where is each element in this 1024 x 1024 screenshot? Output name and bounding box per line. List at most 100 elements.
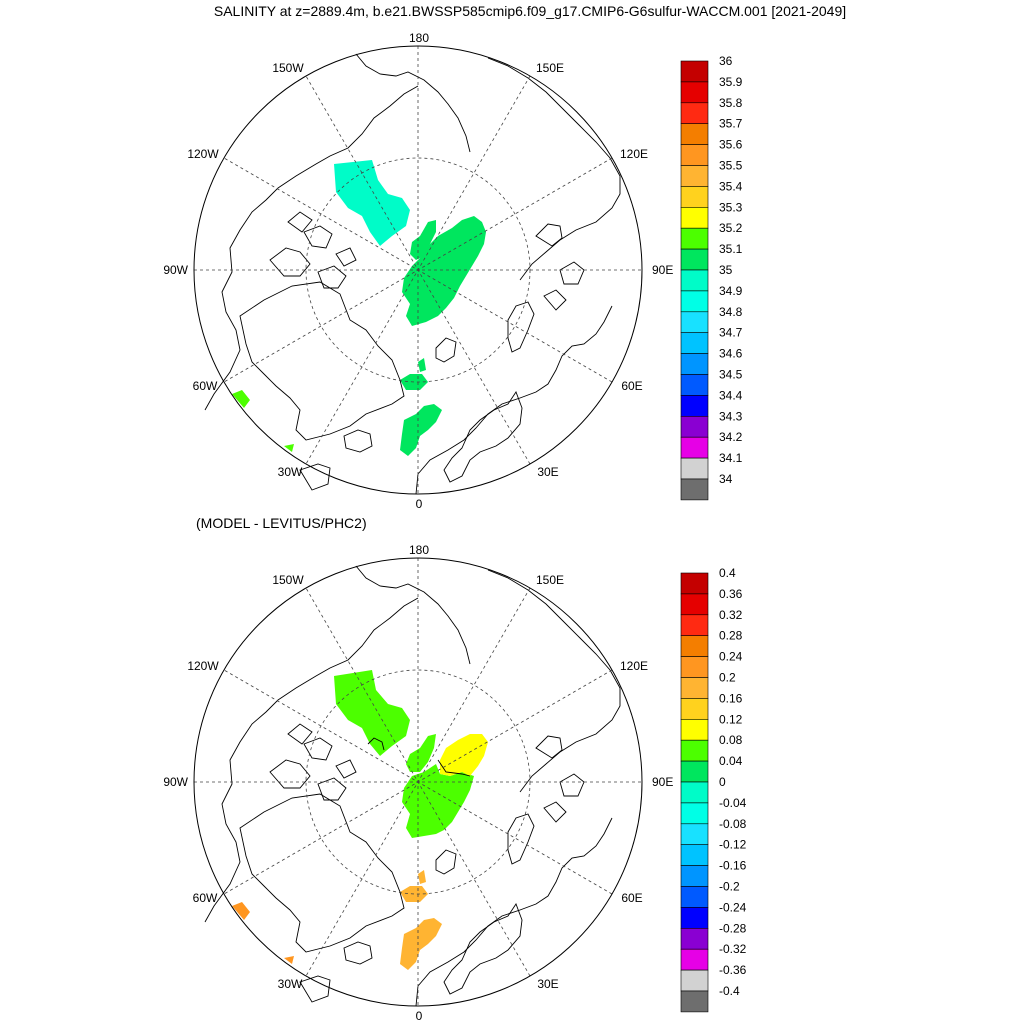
bottom-colorbar-tick-label: -0.16 (719, 859, 747, 873)
bottom-colorbar-tick-label: -0.12 (719, 838, 747, 852)
bottom-colorbar-tick-label: 0 (719, 775, 726, 789)
bottom-colorbar-swatch (680, 593, 709, 616)
bottom-colorbar-tick-label: 0.12 (719, 712, 743, 726)
top-coast-uk (299, 463, 331, 491)
top-coast-east-siberia (535, 223, 585, 311)
bottom-lon-label-120E: 120E (620, 659, 648, 673)
top-colorbar-swatch (680, 123, 709, 145)
top-colorbar-tick-label: 35.6 (719, 138, 743, 152)
bottom-region-norwegian-sea (400, 918, 442, 970)
bottom-colorbar-swatch (680, 907, 709, 929)
bottom-colorbar-tick-label: 0.08 (719, 733, 743, 747)
top-meridian-150E-30W (305, 75, 531, 465)
top-colorbar-swatch (680, 186, 709, 208)
top-region-atlantic-sliver (284, 444, 294, 452)
top-lon-label-150W: 150W (272, 61, 304, 75)
bottom-colorbar-tick-label: 0.16 (719, 691, 743, 705)
bottom-coast-europe (415, 817, 613, 1007)
top-colorbar-swatch (680, 332, 709, 354)
top-lon-label-60E: 60E (621, 379, 642, 393)
bottom-region-sliver (418, 870, 426, 884)
bottom-colorbar-tick-label: -0.04 (719, 796, 747, 810)
top-colorbar-swatch (680, 415, 709, 438)
top-coast-europe (415, 305, 613, 495)
top-colorbar-swatch (680, 478, 709, 501)
top-colorbar-swatch (680, 81, 709, 104)
bottom-colorbar-swatch (680, 927, 709, 950)
top-colorbar-tick-label: 34.8 (719, 305, 743, 319)
bottom-colorbar-swatch (680, 948, 709, 971)
top-colorbar-tick-label: 35.4 (719, 179, 743, 193)
top-colorbar-tick-label: 35.5 (719, 159, 743, 173)
bottom-colorbar-tick-label: 0.32 (719, 608, 743, 622)
bottom-colorbar-tick-label: 0.24 (719, 650, 743, 664)
top-colorbar-swatch (680, 457, 709, 480)
bottom-colorbar-swatch (680, 635, 709, 657)
bottom-colorbar-swatch (680, 739, 709, 762)
top-colorbar-swatch (680, 144, 709, 166)
bottom-colorbar-tick-label: 0.36 (719, 587, 743, 601)
bottom-lon-label-180: 180 (409, 543, 429, 557)
top-colorbar-tick-label: 34 (719, 472, 733, 486)
top-coast-iceland (343, 429, 373, 453)
bottom-coast-uk (299, 975, 331, 1003)
bottom-region-central-ridge (402, 764, 474, 838)
bottom-colorbar-swatch (680, 760, 709, 783)
bottom-coast-north-america (204, 597, 419, 923)
top-colorbar-swatch (680, 436, 709, 459)
top-colorbar-swatch (680, 227, 709, 250)
bottom-colorbar-tick-label: 0.4 (719, 566, 736, 580)
top-colorbar-tick-label: 34.7 (719, 326, 743, 340)
bottom-lon-label-30W: 30W (278, 977, 303, 991)
bottom-lon-label-150W: 150W (272, 573, 304, 587)
bottom-lon-label-150E: 150E (536, 573, 564, 587)
top-region-labrador-sea (232, 390, 250, 408)
top-colorbar-tick-label: 34.2 (719, 430, 743, 444)
bottom-coast-svalbard (435, 849, 457, 875)
top-coast-alaska (355, 53, 471, 153)
top-lon-label-120E: 120E (620, 147, 648, 161)
bottom-coast-novaya-zemlya (507, 813, 535, 865)
bottom-map-boundary (193, 557, 643, 1007)
top-coast-greenland (239, 281, 405, 441)
bottom-colorbar-swatch (680, 844, 709, 866)
bottom-colorbar: 0.4 0.36 0.32 0.28 0.24 0.2 0.16 0.12 0.08 0.04 0 -… (680, 566, 747, 1013)
bottom-longitude-labels: 180 0 90W 90E 150W 150E 120W 120E 60W 60… (163, 543, 673, 1023)
bottom-colorbar-tick-label: 0.2 (719, 671, 736, 685)
top-colorbar-tick-label: 35.9 (719, 75, 743, 89)
bottom-lon-label-0: 0 (416, 1009, 423, 1023)
bottom-colorbar-tick-label: -0.08 (719, 817, 747, 831)
top-region-canada-basin (334, 160, 410, 246)
bottom-polar-map: 180 0 90W 90E 150W 150E 120W 120E 60W 60… (163, 543, 673, 1023)
bottom-colorbar-swatch (680, 614, 709, 636)
top-lon-label-0: 0 (416, 497, 423, 511)
top-map-boundary (193, 45, 643, 495)
top-colorbar-tick-label: 35.1 (719, 242, 743, 256)
bottom-colorbar-swatch (680, 718, 709, 741)
top-lon-label-60W: 60W (193, 379, 218, 393)
bottom-colorbar-swatch (680, 656, 709, 678)
bottom-zero-contour (437, 759, 471, 777)
bottom-colorbar-tick-label: 0.28 (719, 629, 743, 643)
bottom-colorbar-tick-label: -0.2 (719, 880, 740, 894)
bottom-graticule (194, 558, 642, 1006)
top-colorbar-tick-label: 35.3 (719, 200, 743, 214)
top-colorbar: 36 35.9 35.8 35.7 35.6 35.5 35.4 35.3 35.2 35.1 35… (680, 54, 743, 501)
top-coast-archipelago (269, 211, 357, 289)
top-colorbar-swatch (680, 269, 709, 292)
top-graticule (194, 46, 642, 494)
top-colorbar-swatch (680, 207, 709, 229)
top-lon-label-30W: 30W (278, 465, 303, 479)
bottom-data-regions (232, 670, 488, 970)
top-coast-siberia (487, 57, 621, 281)
top-coast-novaya-zemlya (507, 301, 535, 353)
top-colorbar-tick-label: 34.9 (719, 284, 743, 298)
bottom-coastlines (204, 565, 621, 1007)
bottom-region-labrador-sea (232, 902, 250, 920)
top-colorbar-tick-label: 36 (719, 54, 733, 68)
top-colorbar-swatch (680, 248, 709, 271)
bottom-colorbar-swatch (680, 865, 709, 887)
bottom-coast-east-siberia (535, 735, 585, 823)
bottom-colorbar-swatch (680, 969, 709, 992)
top-lon-label-90E: 90E (652, 263, 673, 277)
